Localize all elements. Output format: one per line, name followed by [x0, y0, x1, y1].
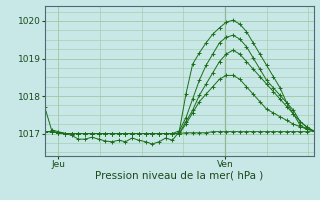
X-axis label: Pression niveau de la mer( hPa ): Pression niveau de la mer( hPa ) [95, 171, 263, 181]
